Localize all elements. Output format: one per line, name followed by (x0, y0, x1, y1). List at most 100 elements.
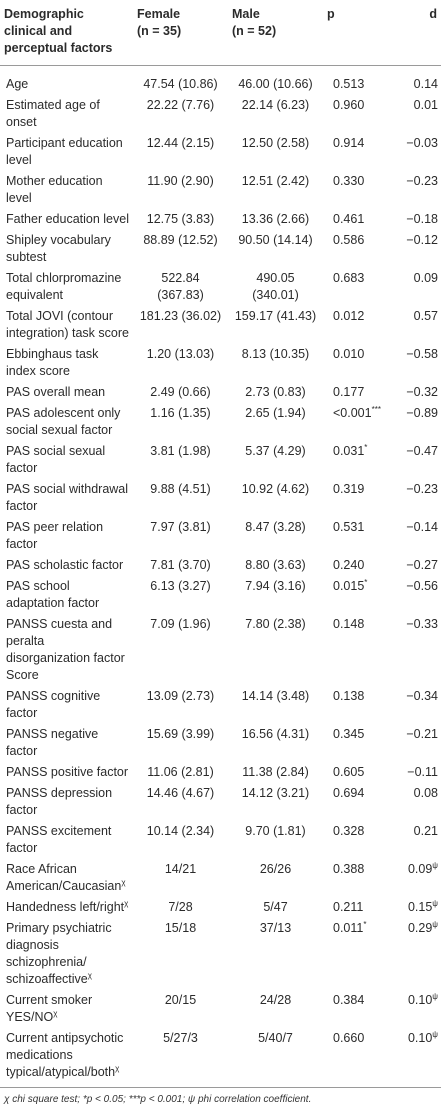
cell-text: 0.960 (333, 98, 365, 112)
table-cell: 7.81 (3.70) (133, 555, 228, 576)
cell-text: <0.001 (333, 406, 372, 420)
cell-text: PANSS positive factor (6, 765, 129, 779)
row-label: Participant education level (0, 133, 133, 171)
table-cell: 7.97 (3.81) (133, 517, 228, 555)
cell-text: 0.031 (333, 444, 365, 458)
row-label: Race African American/Caucasianχ (0, 859, 133, 897)
table-row: Total chlorpromazine equivalent 522.84 (3… (0, 268, 441, 306)
cell-text: PAS scholastic factor (6, 558, 124, 572)
table-cell: 8.13 (10.35) (228, 344, 323, 382)
cell-text: 22.22 (7.76) (146, 98, 215, 112)
cell-text: 2.49 (0.66) (150, 385, 211, 399)
table-cell: 0.461 (323, 209, 393, 230)
cell-text: PANSS cuesta and peralta disorganization… (6, 617, 125, 682)
table-cell: 0.138 (323, 686, 393, 724)
table-cell: 522.84 (367.83) (133, 268, 228, 306)
table-row: PAS scholastic factor 7.81 (3.70) 8.80 (3.… (0, 555, 441, 576)
cell-text: Current antipsychotic medications typica… (6, 1031, 124, 1079)
cell-text: PAS adolescent only social sexual factor (6, 406, 121, 437)
cell-text: 0.57 (413, 309, 438, 323)
table-row: PANSS cuesta and peralta disorganization… (0, 614, 441, 686)
table-cell: −0.11 (393, 762, 441, 783)
row-label: PAS scholastic factor (0, 555, 133, 576)
cell-superscript: χ (53, 1008, 58, 1018)
cell-text: 490.05 (340.01) (252, 271, 299, 302)
cell-text: 0.914 (333, 136, 365, 150)
table-cell: 2.73 (0.83) (228, 382, 323, 403)
table-row: PAS overall mean 2.49 (0.66) 2.73 (0.83) 0.… (0, 382, 441, 403)
cell-text: −0.32 (406, 385, 438, 399)
cell-text: 20/15 (164, 993, 197, 1007)
table-cell: 22.14 (6.23) (228, 95, 323, 133)
cell-superscript: * (364, 442, 368, 452)
table-cell: 0.914 (323, 133, 393, 171)
table-cell: 0.319 (323, 479, 393, 517)
cell-text: 12.75 (3.83) (146, 212, 215, 226)
table-cell: 37/13 (228, 918, 323, 990)
cell-text: 15/18 (164, 921, 197, 935)
cell-text: 14.12 (3.21) (241, 786, 310, 800)
table-row: Primary psychiatric diagnosis schizophre… (0, 918, 441, 990)
cell-text: 0.09 (413, 271, 438, 285)
table-cell: −0.56 (393, 576, 441, 614)
table-cell: 14.46 (4.67) (133, 783, 228, 821)
table-cell: 47.54 (10.86) (133, 66, 228, 96)
table-cell: 7.09 (1.96) (133, 614, 228, 686)
table-row: PANSS cognitive factor 13.09 (2.73) 14.14 … (0, 686, 441, 724)
cell-text: PAS social withdrawal factor (6, 482, 129, 513)
cell-text: 11.06 (2.81) (147, 765, 214, 779)
table-cell: 0.010 (323, 344, 393, 382)
table-cell: 2.49 (0.66) (133, 382, 228, 403)
table-cell: 15.69 (3.99) (133, 724, 228, 762)
table-cell: −0.23 (393, 479, 441, 517)
cell-text: 15.69 (3.99) (146, 727, 215, 741)
cell-text: 0.345 (333, 727, 365, 741)
table-cell: 0.683 (323, 268, 393, 306)
table-row: PAS social withdrawal factor 9.88 (4.51) 1… (0, 479, 441, 517)
cell-text: −0.58 (406, 347, 438, 361)
table-row: Age 47.54 (10.86) 46.00 (10.66) 0.513 0.14 (0, 66, 441, 96)
table-cell: −0.27 (393, 555, 441, 576)
cell-text: 0.15 (407, 900, 433, 914)
cell-text: 3.81 (1.98) (150, 444, 211, 458)
header-n: (n = 52) (232, 24, 277, 38)
table-cell: −0.23 (393, 171, 441, 209)
table-cell: 20/15 (133, 990, 228, 1028)
table-cell: 0.328 (323, 821, 393, 859)
table-cell: 5/40/7 (228, 1028, 323, 1088)
table-cell: 0.10ψ (393, 1028, 441, 1088)
cell-superscript: ψ (432, 991, 438, 1001)
table-cell: 9.70 (1.81) (228, 821, 323, 859)
cell-text: 24/28 (259, 993, 292, 1007)
row-label: Primary psychiatric diagnosis schizophre… (0, 918, 133, 990)
table-row: Estimated age of onset 22.22 (7.76) 22.14 … (0, 95, 441, 133)
cell-text: 26/26 (259, 862, 292, 876)
table-cell: 15/18 (133, 918, 228, 990)
cell-text: PAS social sexual factor (6, 444, 106, 475)
table-row: Current antipsychotic medications typica… (0, 1028, 441, 1088)
cell-text: 0.319 (333, 482, 365, 496)
cell-text: Handedness left/right (6, 900, 125, 914)
cell-text: −0.34 (406, 689, 438, 703)
cell-superscript: χ (124, 898, 129, 908)
table-cell: 9.88 (4.51) (133, 479, 228, 517)
cell-text: 0.240 (333, 558, 365, 572)
cell-text: 7/28 (168, 900, 193, 914)
cell-text: 14.14 (3.48) (241, 689, 310, 703)
cell-text: 0.21 (413, 824, 438, 838)
table-cell: 24/28 (228, 990, 323, 1028)
table-cell: −0.89 (393, 403, 441, 441)
cell-text: 7.80 (2.38) (245, 617, 306, 631)
table-cell: 12.44 (2.15) (133, 133, 228, 171)
cell-text: 0.461 (333, 212, 365, 226)
cell-text: 22.14 (6.23) (241, 98, 310, 112)
row-label: Current smoker YES/NOχ (0, 990, 133, 1028)
table-cell: 0.513 (323, 66, 393, 96)
table-cell: 7.94 (3.16) (228, 576, 323, 614)
table-cell: 3.81 (1.98) (133, 441, 228, 479)
cell-text: 0.09 (407, 862, 433, 876)
cell-text: 1.20 (13.03) (146, 347, 215, 361)
table-cell: 5/27/3 (133, 1028, 228, 1088)
cell-text: 6.13 (3.27) (150, 579, 211, 593)
